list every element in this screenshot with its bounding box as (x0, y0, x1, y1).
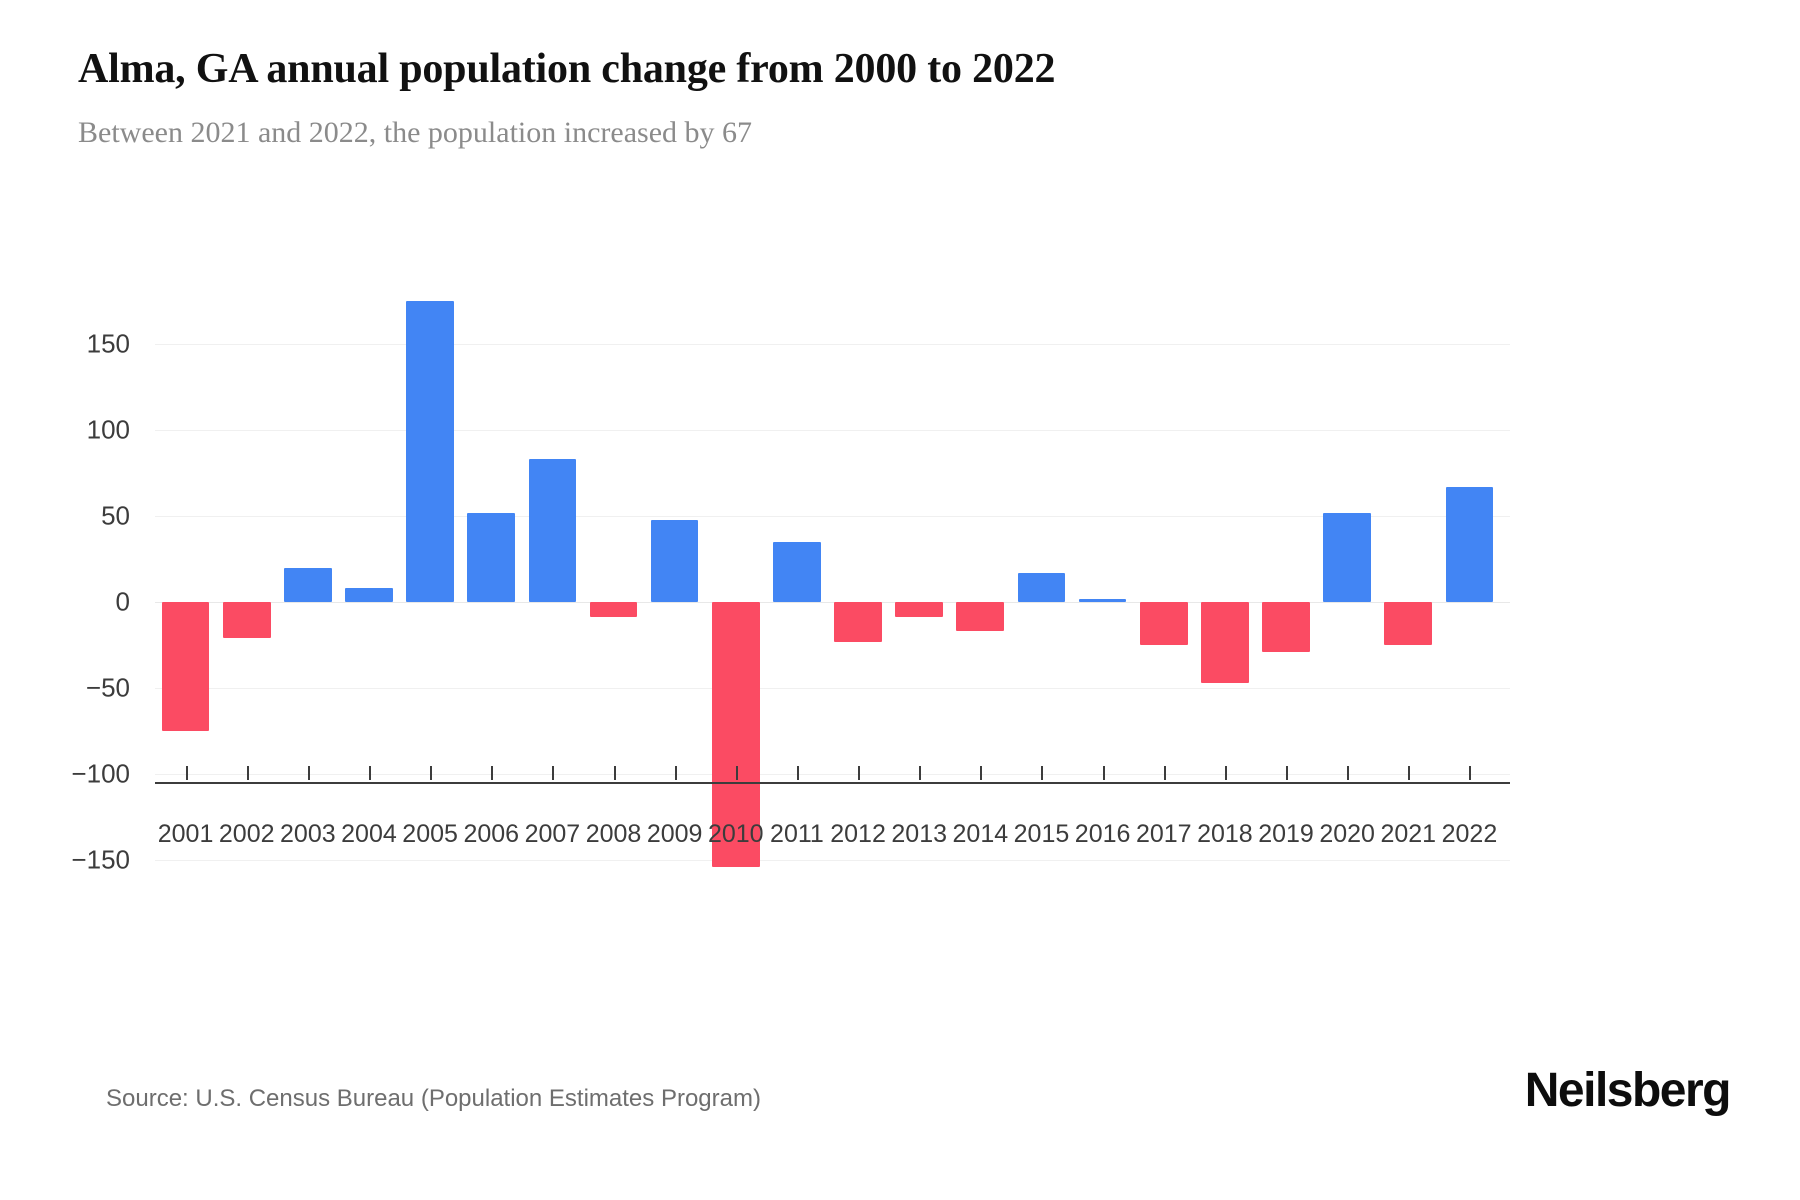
bar-2017[interactable] (1139, 602, 1188, 645)
bar-2013[interactable] (895, 602, 944, 618)
bar-2021[interactable] (1384, 602, 1433, 645)
bar-2008[interactable] (589, 602, 638, 618)
brand-logo: Neilsberg (1524, 1064, 1732, 1117)
bar-2009[interactable] (650, 519, 699, 602)
x-axis-line (155, 782, 1510, 784)
bar-2016[interactable] (1078, 598, 1127, 602)
bar-2019[interactable] (1262, 602, 1310, 652)
x-axis-tick (307, 766, 310, 780)
bar-2011[interactable] (773, 541, 821, 602)
x-axis-tick (919, 766, 922, 780)
x-tick-label-2018: 2018 (1197, 820, 1253, 848)
x-axis-tick (552, 766, 555, 780)
x-tick-label-2011: 2011 (770, 820, 824, 848)
x-axis-tick (980, 766, 983, 780)
bar-2012[interactable] (834, 602, 882, 642)
x-tick-label-2008: 2008 (585, 820, 642, 848)
bar-2015[interactable] (1017, 572, 1066, 602)
x-tick-label-2004: 2004 (341, 820, 397, 848)
x-tick-label-2003: 2003 (280, 820, 336, 848)
x-axis-tick (491, 766, 494, 780)
x-axis-tick (368, 766, 371, 780)
x-axis-tick (796, 766, 799, 780)
x-axis-tick (185, 766, 188, 780)
bar-2002[interactable] (222, 602, 271, 639)
x-tick-label-2019: 2019 (1258, 820, 1314, 848)
x-axis-tick (1163, 766, 1166, 780)
bar-2005[interactable] (406, 301, 454, 602)
x-tick-label-2012: 2012 (830, 820, 886, 848)
bar-2010[interactable] (711, 602, 760, 867)
bar-2018[interactable] (1201, 602, 1249, 683)
x-tick-label-2001: 2001 (157, 820, 214, 848)
x-axis-tick (858, 766, 861, 780)
x-tick-label-2021: 2021 (1380, 820, 1437, 848)
x-tick-label-2002: 2002 (218, 820, 275, 848)
x-tick-label-2013: 2013 (891, 820, 948, 848)
x-axis-tick (246, 766, 249, 780)
x-axis-tick (430, 766, 433, 780)
x-tick-label-2017: 2017 (1135, 820, 1192, 848)
x-axis-tick (1286, 766, 1289, 780)
x-tick-label-2022: 2022 (1441, 820, 1498, 848)
x-axis-tick (1347, 766, 1350, 780)
x-axis-tick (1224, 766, 1227, 780)
x-axis-tick (1469, 766, 1472, 780)
x-axis-tick (735, 766, 738, 780)
bar-2022[interactable] (1445, 486, 1494, 602)
chart-subtitle: Between 2021 and 2022, the population in… (78, 116, 753, 150)
page-title: Alma, GA annual population change from 2… (78, 46, 1056, 92)
x-axis-tick (613, 766, 616, 780)
bar-2001[interactable] (161, 602, 210, 731)
bar-2004[interactable] (345, 588, 393, 602)
x-tick-label-2016: 2016 (1074, 820, 1131, 848)
x-tick-label-2007: 2007 (524, 820, 581, 848)
x-tick-label-2005: 2005 (402, 820, 458, 848)
x-tick-label-2015: 2015 (1013, 820, 1070, 848)
bar-2006[interactable] (467, 512, 516, 602)
bar-2020[interactable] (1323, 512, 1371, 602)
x-tick-label-2009: 2009 (646, 820, 703, 848)
x-tick-label-2010: 2010 (707, 820, 764, 848)
x-axis-tick (674, 766, 677, 780)
x-tick-label-2014: 2014 (952, 820, 1009, 848)
source-note: Source: U.S. Census Bureau (Population E… (106, 1085, 761, 1112)
bar-2003[interactable] (283, 567, 332, 602)
x-axis-tick (1408, 766, 1411, 780)
x-tick-label-2020: 2020 (1319, 820, 1375, 848)
x-tick-label-2006: 2006 (463, 820, 520, 848)
bar-2014[interactable] (956, 602, 1005, 632)
x-axis-tick (1102, 766, 1105, 780)
chart-header: Alma, GA annual population change from 2… (78, 46, 1718, 151)
bar-2007[interactable] (528, 459, 577, 602)
x-axis-tick (1041, 766, 1044, 780)
